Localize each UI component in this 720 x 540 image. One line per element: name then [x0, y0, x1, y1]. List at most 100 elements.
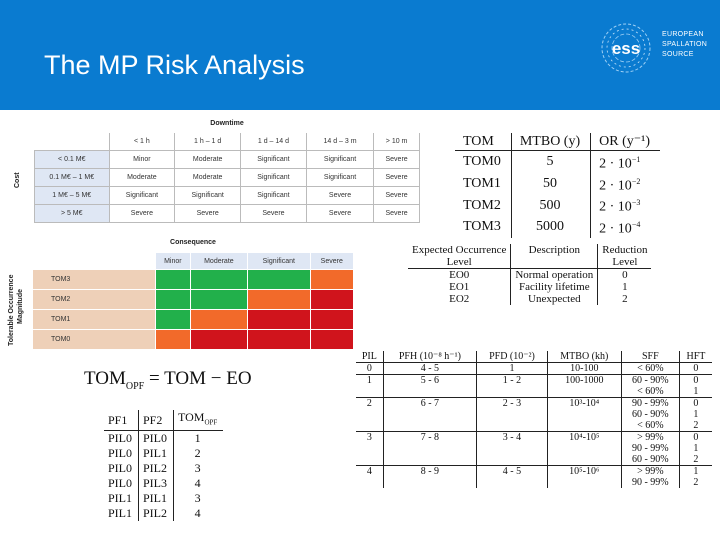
color-cell: [247, 309, 311, 330]
table-cell: PIL1: [138, 446, 174, 462]
table-cell: Unexpected: [510, 293, 599, 305]
table-cell: Significant: [174, 186, 242, 205]
slide-title: The MP Risk Analysis: [44, 50, 305, 80]
table-row: < 60% 1: [356, 386, 712, 398]
table-cell: PIL1: [108, 491, 132, 506]
table-cell: [356, 443, 383, 454]
color-cell: [247, 329, 311, 350]
color-cell: [247, 269, 311, 290]
column-header: Description: [510, 244, 599, 256]
tom-table: TOM MTBO (y) OR (y⁻¹) TOM0 5 2 · 10−1 TOM1…: [455, 133, 660, 238]
column-header: PF2: [138, 410, 174, 432]
table-cell: PIL2: [138, 506, 174, 522]
table-cell: 2 · 10−3: [599, 198, 641, 215]
logo-text: EUROPEAN SPALLATION SOURCE: [662, 30, 707, 60]
table-cell: Significant: [305, 150, 375, 169]
table-cell: 0: [678, 431, 712, 443]
table-cell: 8 - 9: [382, 465, 477, 477]
row-header: TOM2: [32, 289, 156, 310]
formula-rhs: = TOM − EO: [149, 368, 252, 389]
column-header: TOMOPF: [173, 410, 224, 432]
table-cell: Severe: [373, 168, 420, 187]
table-cell: 2 · 10−2: [599, 176, 641, 194]
table-cell: PIL0: [108, 431, 132, 446]
color-cell: [155, 309, 191, 330]
table-row: TOM3 5000 2 · 10−4: [455, 215, 660, 238]
logo-mark: ess: [612, 39, 640, 58]
table-cell: [382, 454, 477, 466]
table-cell: 1 - 2: [476, 374, 548, 386]
table-cell: Normal operation: [510, 268, 599, 281]
table-row: 1 M€ – 5 M€ Significant Significant Sign…: [34, 186, 420, 205]
table-cell: 1: [678, 386, 712, 398]
logo-line: SPALLATION: [662, 41, 708, 48]
table-row: TOM2: [32, 289, 354, 310]
consequence-matrix: Consequence Tolerable Occurrence Magnitu…: [8, 236, 354, 356]
table-row: PIL1 PIL1 3: [104, 491, 223, 507]
table-cell: 10⁵-10⁶: [546, 465, 622, 477]
row-header: 0.1 M€ – 1 M€: [34, 168, 110, 187]
table-cell: [356, 386, 383, 398]
table-cell: PIL3: [138, 476, 174, 492]
table-cell: PIL0: [108, 446, 132, 461]
table-cell: 4: [356, 465, 384, 477]
table-row: > 5 M€ Severe Severe Severe Severe Sever…: [34, 204, 420, 223]
row-header: 1 M€ – 5 M€: [34, 186, 110, 205]
table-cell: PIL0: [108, 476, 132, 491]
table-cell: 1: [678, 443, 712, 454]
table-cell: TOM3: [463, 219, 501, 235]
table-row: EO2 Unexpected 2: [408, 293, 651, 305]
table-cell: 2: [678, 420, 712, 432]
table-cell: 3: [194, 461, 201, 476]
column-header: [510, 256, 599, 269]
downtime-header: Downtime: [210, 120, 244, 127]
color-cell: [309, 289, 354, 310]
table-cell: 1: [194, 431, 201, 446]
table-row: 90 - 99% 1: [356, 443, 712, 454]
table-cell: 2: [678, 454, 712, 466]
row-header: TOM0: [32, 329, 156, 350]
tolerable-occurrence-label: Tolerable Occurrence: [8, 274, 15, 346]
table-cell: 1: [356, 374, 384, 386]
table-cell: 5 - 6: [382, 374, 477, 386]
color-cell: [155, 329, 191, 350]
table-cell: 90 - 99%: [620, 443, 680, 454]
table-row: 0.1 M€ – 1 M€ Moderate Moderate Signific…: [34, 168, 420, 187]
table-cell: Severe: [373, 186, 420, 205]
table-row: TOM1: [32, 309, 354, 330]
formula-lhs: TOM: [84, 368, 126, 389]
table-cell: [546, 386, 622, 398]
table-cell: Severe: [373, 150, 420, 169]
table-cell: TOM2: [463, 197, 501, 213]
row-header: > 5 M€: [34, 204, 110, 223]
table-cell: PIL1: [138, 491, 174, 507]
table-cell: 4: [194, 506, 201, 521]
table-cell: 1: [678, 409, 712, 420]
table-cell: EO2: [449, 293, 470, 305]
table-row: TOM1 50 2 · 10−2: [455, 172, 660, 195]
table-cell: [382, 443, 477, 454]
table-cell: 1: [476, 362, 548, 375]
column-header: > 10 m: [373, 133, 420, 151]
table-row: TOM3: [32, 269, 354, 290]
ess-logo-icon: ess: [601, 23, 651, 73]
table-cell: > 99%: [620, 431, 680, 443]
table-cell: 50: [510, 172, 592, 195]
table-cell: 2: [678, 477, 712, 488]
column-header: 1 h – 1 d: [174, 133, 242, 151]
table-cell: 0: [678, 362, 712, 375]
table-cell: [476, 420, 548, 432]
table-cell: [356, 409, 383, 420]
table-cell: Severe: [305, 204, 375, 223]
column-header: 14 d – 3 m: [305, 133, 375, 151]
color-cell: [189, 309, 249, 330]
table-cell: Severe: [373, 204, 420, 223]
table-cell: < 60%: [620, 420, 680, 432]
table-cell: [382, 420, 477, 432]
color-cell: [247, 289, 311, 310]
table-cell: 60 - 90%: [620, 409, 680, 420]
